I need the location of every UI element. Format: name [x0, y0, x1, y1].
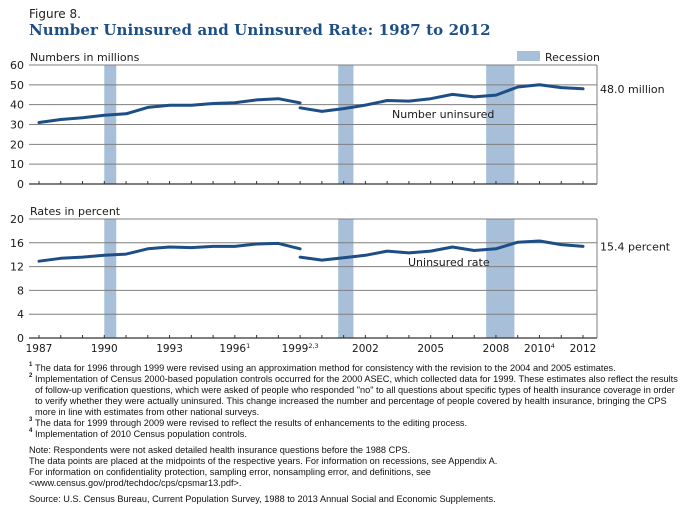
legend-recession-swatch — [517, 51, 540, 61]
series-line — [37, 241, 302, 263]
footnote-text: The data for 1999 through 2009 were revi… — [35, 418, 468, 428]
note-line: Note: Respondents were not asked detaile… — [29, 445, 411, 455]
footnote-mark: 2 — [29, 373, 33, 379]
source-line: Source: U.S. Census Bureau, Current Popu… — [29, 494, 496, 504]
footnote-4: 4 Implementation of 2010 Census populatio… — [29, 428, 684, 440]
y-tick-label: 60 — [10, 59, 24, 72]
note-line: For information on confidentiality prote… — [29, 467, 431, 477]
footnote-3: 3 The data for 1999 through 2009 were rev… — [29, 417, 684, 429]
figure-label: Figure 8. — [29, 7, 81, 21]
note-line: The data points are placed at the midpoi… — [29, 456, 498, 466]
y-tick-label: 4 — [17, 308, 24, 321]
series-line — [37, 97, 302, 124]
x-tick-superscript: 4 — [551, 342, 555, 350]
chart-title: Number Uninsured and Uninsured Rate: 198… — [29, 21, 491, 39]
y-tick-label: 20 — [10, 138, 24, 151]
x-tick-label: 1993 — [156, 343, 183, 355]
y-axis-title: Rates in percent — [30, 205, 121, 218]
x-tick-label: 19992,3 — [282, 342, 319, 355]
x-tick-superscript: 2,3 — [308, 342, 318, 350]
footnote-mark: 3 — [29, 417, 33, 423]
y-tick-label: 0 — [17, 178, 24, 191]
y-tick-label: 8 — [17, 284, 24, 297]
y-tick-label: 20 — [10, 213, 24, 226]
x-tick-superscript: 1 — [246, 342, 250, 350]
series-label: Number uninsured — [392, 108, 494, 121]
series-label: Uninsured rate — [408, 256, 490, 269]
x-tick-label: 1990 — [91, 343, 118, 355]
y-tick-label: 16 — [10, 237, 24, 250]
notes-block: 1 The data for 1996 through 1999 were rev… — [29, 362, 684, 505]
footnote-mark: 1 — [29, 362, 33, 368]
recession-bar — [104, 219, 117, 338]
series-line — [298, 83, 585, 113]
end-value-label: 48.0 million — [600, 83, 665, 96]
x-tick-label: 2012 — [570, 343, 597, 355]
x-tick-label: 2002 — [352, 343, 379, 355]
x-tick-label: 19961 — [219, 342, 250, 355]
end-value-label: 15.4 percent — [600, 240, 671, 253]
y-tick-label: 12 — [10, 261, 24, 274]
footnote-text: Implementation of 2010 Census population… — [35, 429, 247, 439]
recession-bar — [338, 219, 354, 338]
y-tick-label: 30 — [10, 119, 24, 132]
legend-recession-label: Recession — [545, 51, 600, 64]
footnote-text: The data for 1996 through 1999 were revi… — [35, 363, 616, 373]
y-axis-title: Numbers in millions — [30, 51, 140, 64]
x-tick-label: 2005 — [417, 343, 444, 355]
x-tick-label: 2008 — [483, 343, 510, 355]
y-tick-label: 10 — [10, 158, 24, 171]
x-tick-label: 1987 — [26, 343, 53, 355]
y-tick-label: 0 — [17, 332, 24, 345]
footnote-text: Implementation of Census 2000-based popu… — [35, 374, 678, 417]
series-line — [298, 239, 585, 262]
x-tick-label: 20104 — [524, 342, 555, 355]
y-tick-label: 40 — [10, 99, 24, 112]
footnote-2: 2 Implementation of Census 2000-based pop… — [29, 373, 684, 418]
footnote-1: 1 The data for 1996 through 1999 were rev… — [29, 362, 684, 374]
recession-bar — [486, 219, 515, 338]
y-tick-label: 50 — [10, 79, 24, 92]
footnote-mark: 4 — [29, 428, 33, 434]
note-link[interactable]: <www.census.gov/prod/techdoc/cps/cpsmar1… — [29, 478, 242, 488]
